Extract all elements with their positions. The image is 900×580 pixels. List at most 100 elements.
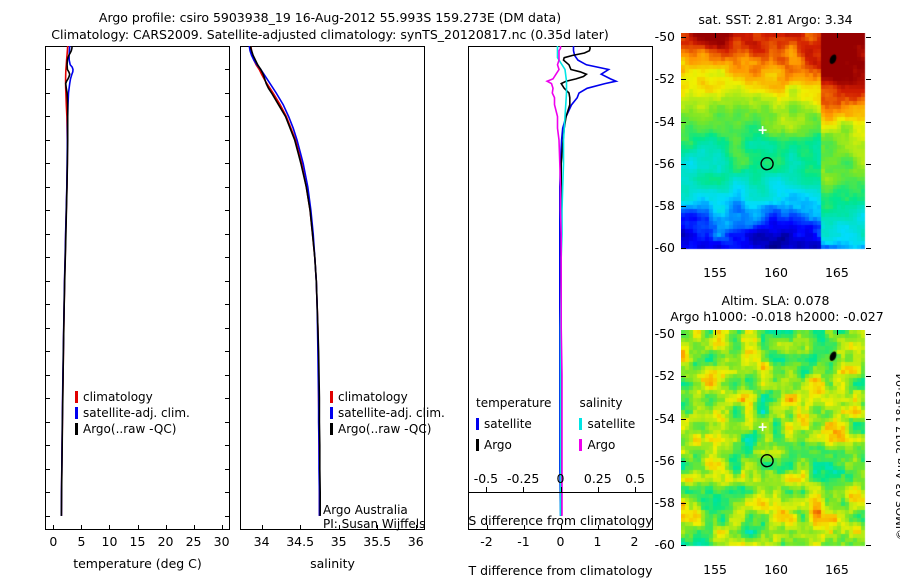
x-tick-mark (338, 525, 340, 530)
map-y-tick-mark (681, 163, 686, 165)
depth-tick-mark (45, 445, 50, 447)
x-tick-mark (300, 525, 302, 530)
x-tick-label: 35 (330, 534, 347, 549)
depth-tick-mark (225, 468, 230, 470)
x-tick-mark (53, 525, 55, 530)
s-tick-label: -0.25 (507, 471, 540, 486)
depth-tick-mark (225, 280, 230, 282)
legend-label: satellite-adj. clim. (338, 406, 445, 420)
profile-line (60, 46, 73, 516)
map-y-tick-mark (681, 545, 686, 547)
depth-tick-mark (45, 515, 50, 517)
temperature-axis-label: temperature (deg C) (73, 556, 202, 571)
map-x-tick-mark (776, 330, 777, 335)
x-tick-mark (261, 525, 263, 530)
legend-swatch-s-argo (579, 439, 583, 451)
map-y-tick-mark (866, 503, 871, 505)
x-tick-mark (597, 525, 599, 530)
legend-item: Argo (476, 438, 512, 452)
x-tick-mark (137, 525, 139, 530)
difference-s-axis-label: S difference from climatology (468, 513, 653, 528)
map-y-tick-mark (681, 418, 686, 420)
x-tick-mark (109, 525, 111, 530)
s-tick-label: 0 (556, 471, 565, 486)
depth-tick-mark (45, 46, 50, 47)
temperature-plot-frame (45, 46, 230, 530)
depth-tick-mark (225, 351, 230, 353)
legend-label: Argo(..raw -QC) (338, 422, 432, 436)
map-y-tick-mark (866, 163, 871, 165)
x-tick-label: 2 (630, 534, 639, 549)
x-tick-label: 5 (77, 534, 86, 549)
map-x-tick-mark (715, 330, 717, 335)
map-y-tick-label: -50 (654, 29, 675, 45)
depth-tick-mark (225, 210, 230, 212)
depth-tick-mark (225, 515, 230, 517)
temperature-plot-canvas (60, 46, 74, 516)
x-tick-mark (486, 525, 488, 530)
legend-swatch-climatology (330, 391, 333, 403)
legend-header-salinity: salinity (579, 396, 623, 410)
depth-tick-mark (225, 139, 230, 141)
credit-block: Argo Australia PI: Susan Wijffels (323, 503, 425, 531)
s-tick-mark (560, 487, 562, 492)
map-y-tick-mark (681, 334, 686, 336)
map-y-tick-mark (866, 460, 871, 462)
difference-t-axis-label: T difference from climatology (468, 563, 653, 578)
map-y-tick-label: -60 (654, 537, 675, 553)
legend-label: climatology (338, 390, 408, 404)
profile-line (248, 46, 321, 516)
legend-swatch-t-satellite (476, 418, 479, 430)
map-y-tick-mark (681, 503, 686, 505)
legend-header-temperature: temperature (476, 396, 552, 410)
x-tick-mark (165, 525, 167, 530)
map-y-tick-mark (866, 79, 871, 81)
map-sla-canvas (681, 330, 871, 558)
x-tick-label: 1 (593, 534, 602, 549)
map-x-tick-label: 160 (764, 562, 788, 577)
x-tick-mark (377, 525, 379, 530)
x-tick-mark (221, 525, 223, 530)
depth-tick-mark (225, 445, 230, 447)
depth-tick-mark (225, 163, 230, 165)
map-y-tick-mark (681, 37, 686, 39)
x-tick-label: 30 (213, 534, 230, 549)
map-y-tick-mark (866, 418, 871, 420)
x-tick-label: 15 (129, 534, 146, 549)
imos-watermark: ©IMOS 03-Aug-2017 18:53:04 (894, 373, 900, 540)
map-y-tick-mark (866, 37, 871, 39)
legend-item: satellite (476, 417, 532, 431)
map-x-tick-mark (715, 33, 717, 38)
map-y-tick-mark (866, 121, 871, 123)
x-tick-label: 36 (407, 534, 424, 549)
depth-tick-mark (225, 92, 230, 94)
map-x-tick-mark (836, 33, 838, 38)
depth-tick-mark (45, 163, 50, 165)
x-tick-mark (193, 525, 195, 530)
profile-line (559, 46, 619, 516)
legend-label: climatology (83, 390, 153, 404)
map-sst-markers (758, 126, 774, 171)
legend-label: Argo (587, 438, 616, 452)
depth-tick-mark (45, 210, 50, 212)
depth-tick-mark (225, 257, 230, 259)
legend-swatch-argo (330, 423, 333, 435)
map-y-tick-mark (681, 206, 686, 208)
x-tick-mark (81, 525, 83, 530)
track-cross-marker (758, 126, 767, 135)
s-tick-mark (597, 487, 599, 492)
salinity-axis-label: salinity (310, 556, 355, 571)
argo-position-marker (760, 453, 774, 468)
depth-tick-mark (225, 46, 230, 47)
x-tick-label: 25 (185, 534, 202, 549)
depth-tick-mark (45, 468, 50, 470)
x-tick-mark (634, 525, 636, 530)
s-tick-label: -0.5 (473, 471, 499, 486)
depth-tick-mark (225, 492, 230, 494)
x-tick-label: 20 (157, 534, 174, 549)
profile-line (556, 46, 568, 516)
depth-tick-mark (225, 421, 230, 423)
depth-tick-mark (45, 492, 50, 494)
depth-tick-mark (45, 186, 50, 188)
map-sst-title: sat. SST: 2.81 Argo: 3.34 (698, 12, 853, 27)
